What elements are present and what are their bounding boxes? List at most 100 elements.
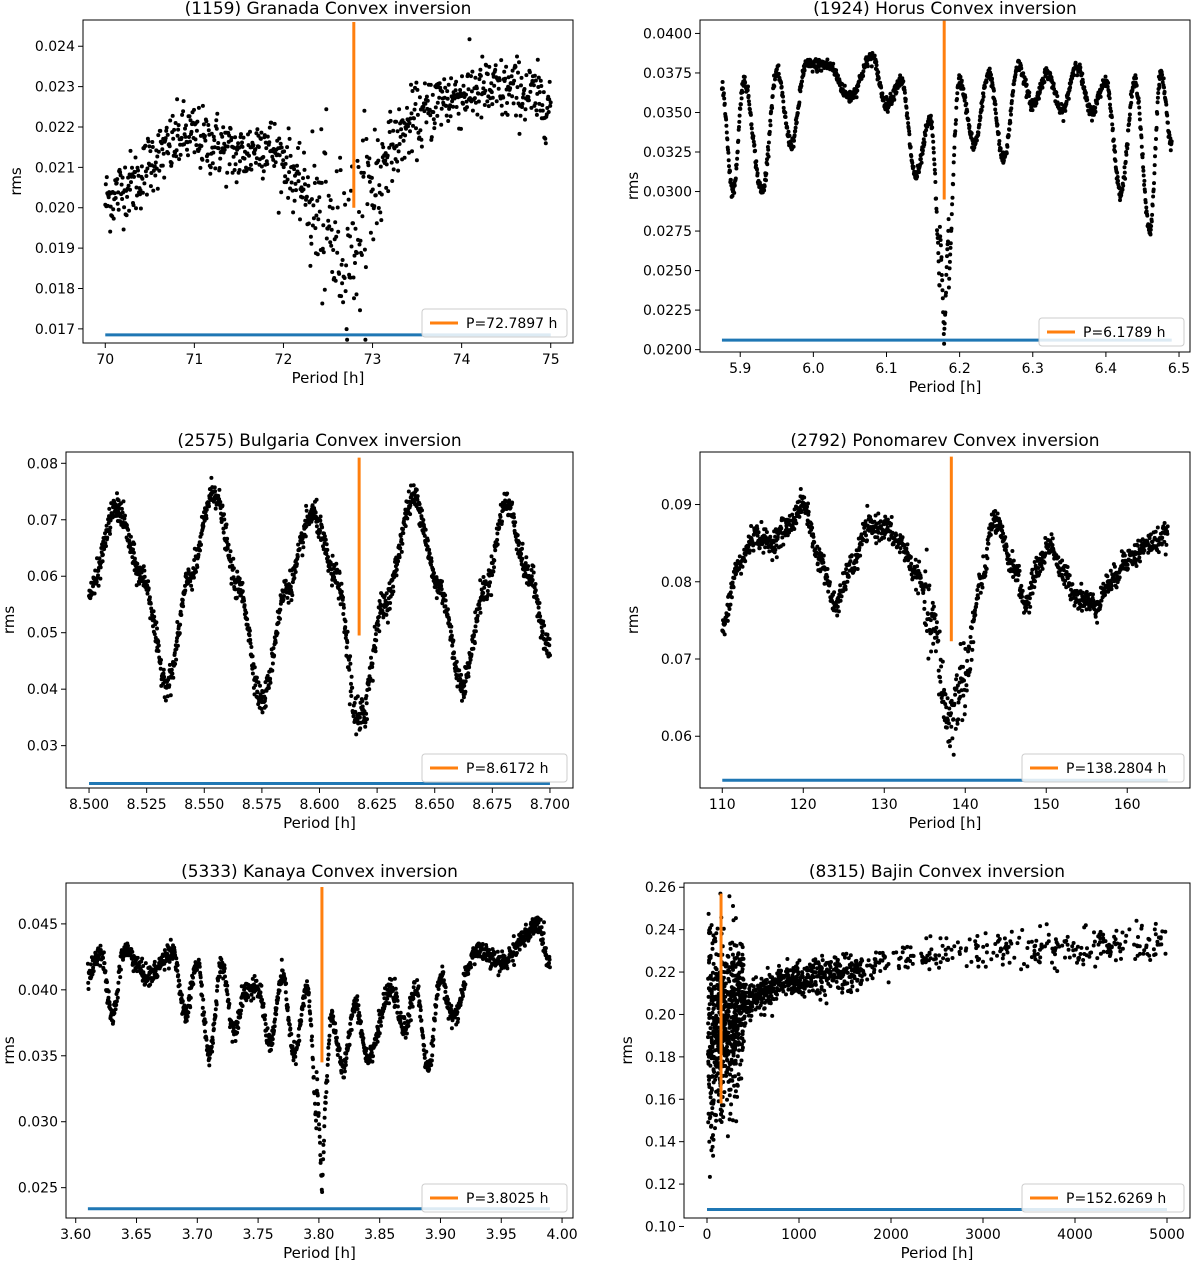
scatter-point: [466, 72, 470, 77]
x-tick-label: 6.1: [875, 361, 897, 377]
scatter-point: [163, 698, 168, 703]
scatter-point: [937, 224, 942, 229]
scatter-point: [131, 203, 136, 208]
scatter-point: [482, 103, 487, 107]
scatter-point: [367, 179, 372, 184]
scatter-point: [1019, 66, 1024, 71]
scatter-point: [421, 518, 426, 522]
scatter-point: [128, 187, 132, 192]
scatter-point: [1138, 127, 1143, 131]
scatter-point: [730, 580, 735, 585]
scatter-point: [364, 711, 369, 716]
scatter-point: [213, 506, 218, 511]
scatter-point: [484, 63, 489, 68]
scatter-point: [289, 598, 294, 603]
scatter-point: [1162, 89, 1167, 94]
scatter-point: [339, 581, 344, 586]
scatter-point: [1142, 178, 1147, 183]
scatter-point: [1155, 100, 1160, 105]
scatter-point: [955, 721, 960, 726]
scatter-point: [1154, 137, 1158, 141]
scatter-point: [367, 156, 372, 161]
scatter-point: [470, 69, 475, 74]
scatter-point: [1093, 109, 1098, 114]
scatter-point: [303, 202, 308, 207]
scatter-point: [533, 78, 538, 83]
scatter-point: [1003, 535, 1008, 540]
scatter-point: [815, 69, 820, 74]
scatter-point: [931, 150, 936, 155]
y-tick-label: 0.08: [27, 456, 58, 472]
scatter-point: [293, 181, 298, 186]
scatter-point: [898, 73, 903, 78]
scatter-point: [494, 99, 499, 104]
scatter-point: [1108, 102, 1112, 107]
scatter-point: [295, 163, 299, 168]
scatter-point: [214, 118, 219, 123]
scatter-point: [316, 217, 321, 222]
scatter-point: [1136, 96, 1141, 101]
scatter-point: [391, 589, 396, 594]
scatter-point: [961, 641, 966, 646]
scatter-point: [478, 578, 483, 583]
scatter-point: [142, 568, 147, 573]
scatter-point: [253, 147, 258, 152]
scatter-point: [414, 487, 419, 492]
y-tick-label: 0.0200: [643, 343, 692, 359]
scatter-point: [937, 629, 942, 634]
scatter-point: [395, 159, 400, 164]
scatter-point: [222, 517, 227, 522]
scatter-point: [210, 161, 215, 166]
scatter-point: [523, 117, 527, 122]
scatter-point: [260, 176, 265, 181]
scatter-point: [201, 122, 206, 127]
scatter-point: [759, 520, 764, 524]
scatter-point: [186, 153, 190, 158]
scatter-point: [467, 665, 472, 670]
x-tick-label: 74: [453, 352, 471, 368]
scatter-point: [459, 126, 463, 131]
scatter-point: [308, 263, 313, 268]
scatter-point: [724, 123, 729, 128]
x-tick-label: 75: [542, 352, 560, 368]
scatter-point: [966, 649, 971, 654]
scatter-point: [1127, 116, 1132, 121]
scatter-point: [1017, 568, 1022, 573]
y-tick-label: 0.0400: [643, 26, 692, 42]
scatter-point: [1090, 118, 1094, 123]
scatter-point: [754, 159, 759, 164]
scatter-point: [540, 103, 545, 108]
scatter-point: [1116, 178, 1120, 183]
scatter-point: [547, 637, 552, 641]
scatter-point: [1134, 83, 1139, 88]
scatter-point: [211, 150, 216, 155]
scatter-point: [249, 645, 254, 649]
scatter-point: [373, 193, 378, 198]
scatter-point: [1125, 142, 1130, 147]
scatter-point: [802, 495, 807, 500]
scatter-point: [1155, 95, 1160, 100]
scatter-point: [244, 165, 248, 170]
scatter-point: [320, 525, 325, 530]
scatter-point: [177, 157, 182, 162]
scatter-point: [1123, 159, 1128, 164]
scatter-point: [985, 556, 990, 561]
scatter-point: [908, 555, 913, 559]
scatter-point: [1034, 101, 1039, 106]
scatter-point: [1049, 532, 1054, 537]
scatter-point: [414, 126, 418, 131]
scatter-point: [501, 95, 506, 100]
scatter-point: [934, 206, 939, 211]
scatter-point: [942, 326, 947, 331]
scatter-point: [1026, 601, 1031, 606]
scatter-point: [151, 609, 156, 614]
scatter-point: [938, 679, 943, 684]
scatter-point: [499, 103, 504, 108]
scatter-point: [989, 72, 993, 77]
scatter-point: [103, 541, 108, 546]
scatter-point: [333, 220, 338, 225]
scatter-point: [774, 555, 779, 560]
scatter-point: [248, 162, 253, 167]
scatter-point: [148, 149, 153, 154]
scatter-point: [476, 91, 481, 96]
